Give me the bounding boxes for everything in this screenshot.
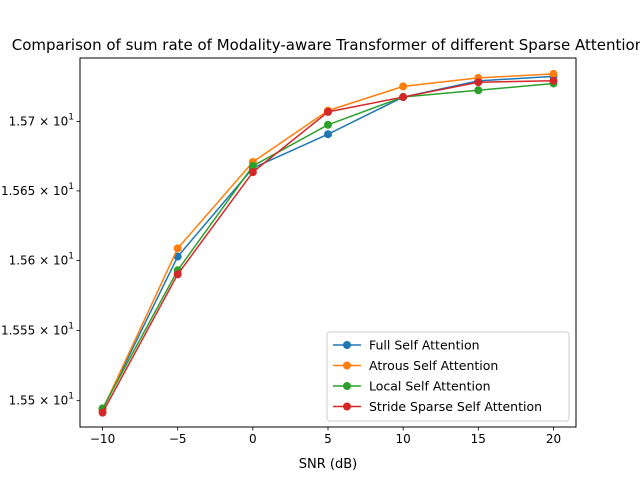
x-tick-label: 15 <box>471 432 486 446</box>
legend-marker <box>343 382 351 390</box>
data-point <box>474 78 483 87</box>
legend-marker <box>343 402 351 411</box>
y-tick-label: 1.555 × 101 <box>1 322 74 338</box>
legend-item: Full Self Attention <box>333 338 480 353</box>
data-point <box>549 69 558 78</box>
x-axis-label: SNR (dB) <box>299 457 357 472</box>
data-point <box>324 130 332 139</box>
x-tick-label: −10 <box>90 432 115 446</box>
y-axis-ticks: 1.55 × 101 1.555 × 101 1.56 × 101 1.565 × 1… <box>1 112 80 408</box>
x-axis-ticks: −10 −5 0 5 10 15 20 <box>90 427 561 446</box>
legend-label: Atrous Self Attention <box>369 358 498 373</box>
series-layer <box>98 69 558 417</box>
chart-title: Comparison of sum rate of Modality-aware… <box>12 36 640 54</box>
plot-frame <box>79 57 577 428</box>
legend: Full Self Attention Atrous Self Attention… <box>326 331 570 422</box>
data-point <box>324 107 332 116</box>
legend-label: Stride Sparse Self Attention <box>369 399 542 414</box>
legend-item: Atrous Self Attention <box>333 358 498 373</box>
legend-marker <box>343 361 351 370</box>
y-tick-label: 1.57 × 101 <box>9 112 74 128</box>
legend-item: Local Self Attention <box>333 379 491 394</box>
x-tick-label: −5 <box>169 432 187 446</box>
data-point <box>248 168 257 177</box>
y-tick-label: 1.565 × 101 <box>1 182 74 198</box>
series-stride-sparse-self-attention <box>98 76 558 417</box>
data-point <box>474 86 483 95</box>
data-point <box>173 252 182 261</box>
legend-item: Stride Sparse Self Attention <box>333 399 542 414</box>
x-tick-label: 10 <box>396 432 411 446</box>
data-point <box>173 244 182 253</box>
y-tick-label: 1.55 × 101 <box>9 392 74 408</box>
y-tick-label: 1.56 × 101 <box>9 252 74 268</box>
x-tick-label: 20 <box>546 432 561 446</box>
data-point <box>549 76 558 85</box>
data-point <box>248 162 257 171</box>
data-point <box>324 120 332 129</box>
data-point <box>173 270 182 279</box>
data-point <box>98 408 107 417</box>
data-point <box>399 82 408 91</box>
data-point <box>399 93 408 102</box>
x-tick-label: 0 <box>249 432 257 446</box>
legend-label: Full Self Attention <box>369 338 480 353</box>
legend-box <box>326 331 570 422</box>
legend-label: Local Self Attention <box>369 379 491 394</box>
x-tick-label: 5 <box>324 432 332 446</box>
legend-marker <box>343 341 351 349</box>
